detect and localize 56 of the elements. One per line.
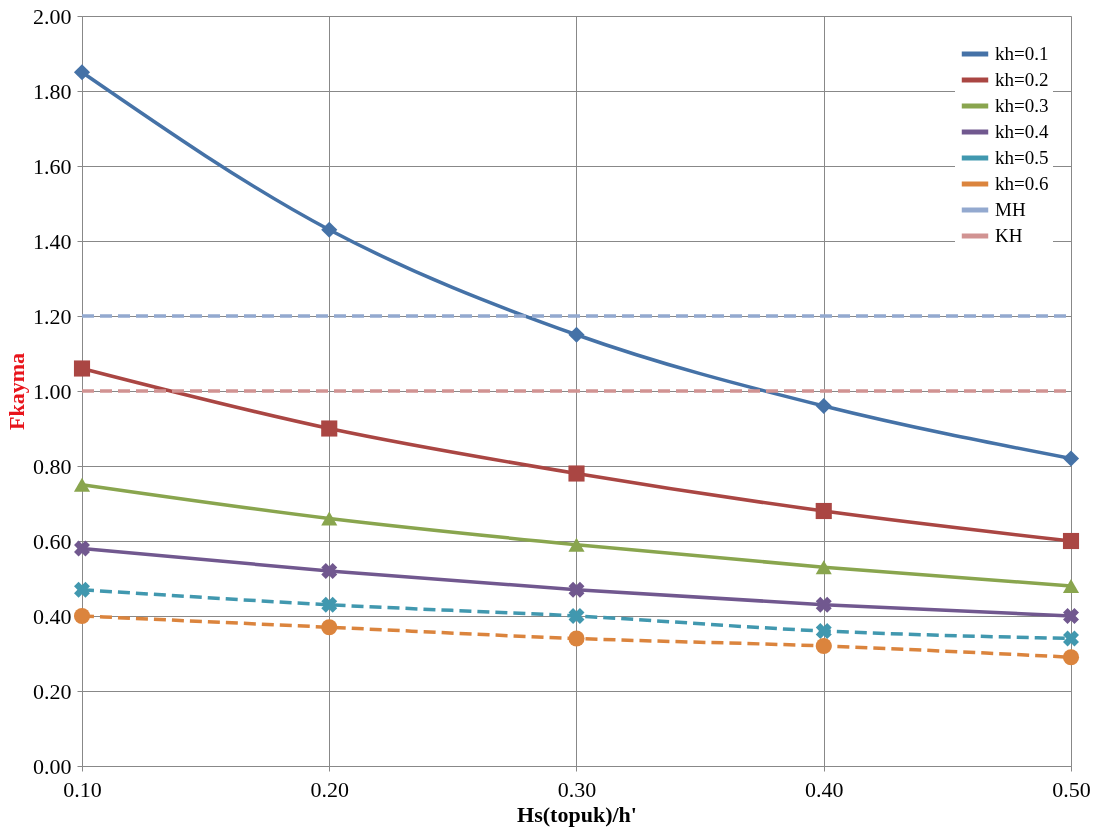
point: [1062, 450, 1080, 467]
point: [815, 502, 832, 520]
legend-label: kh=0.3: [995, 95, 1049, 116]
point: [1062, 532, 1080, 550]
point: [568, 608, 585, 624]
x-tick-label: 0.40: [805, 776, 844, 802]
point: [74, 540, 90, 557]
y-tick-label: 1.80: [33, 78, 72, 104]
x-tick-label: 0.50: [1052, 776, 1091, 802]
y-tick-label: 1.20: [33, 303, 72, 329]
y-tick-label: 1.00: [33, 378, 72, 404]
point: [815, 560, 832, 575]
point: [568, 630, 585, 647]
point: [1063, 630, 1079, 647]
point: [74, 581, 90, 598]
point: [321, 420, 338, 437]
y-tick-label: 0.00: [33, 753, 72, 779]
point: [321, 511, 338, 526]
point: [73, 64, 91, 81]
y-tick-label: 0.40: [33, 603, 72, 629]
point: [568, 581, 585, 598]
legend-label: kh=0.6: [995, 173, 1049, 194]
point: [321, 563, 338, 579]
point: [1062, 579, 1080, 593]
point: [568, 326, 585, 343]
y-tick-label: 1.40: [33, 228, 72, 254]
legend-label: kh=0.5: [995, 147, 1049, 168]
point: [815, 623, 832, 639]
point: [568, 465, 585, 482]
point: [815, 397, 832, 415]
legend-label: MH: [995, 199, 1026, 220]
x-tick-label: 0.20: [310, 776, 349, 802]
point: [321, 221, 338, 238]
point: [815, 637, 832, 655]
point: [815, 596, 832, 613]
x-axis-title: Hs(topuk)/h': [517, 801, 637, 827]
point: [1062, 649, 1080, 666]
legend-label: kh=0.4: [995, 121, 1049, 142]
point: [1063, 608, 1079, 624]
x-tick-label: 0.10: [63, 776, 102, 802]
legend-label: KH: [995, 225, 1023, 246]
y-tick-label: 2.00: [33, 3, 72, 29]
y-tick-label: 1.60: [33, 153, 72, 179]
point: [73, 360, 91, 377]
y-tick-label: 0.60: [33, 528, 72, 554]
point: [73, 477, 91, 492]
legend-label: kh=0.2: [995, 69, 1049, 90]
y-axis-title: Fkayma: [4, 353, 29, 430]
y-tick-label: 0.20: [33, 678, 72, 704]
point: [321, 596, 338, 613]
x-tick-label: 0.30: [557, 776, 597, 802]
legend-label: kh=0.1: [995, 43, 1049, 64]
point: [321, 619, 338, 636]
y-tick-label: 0.80: [33, 453, 72, 479]
point: [568, 537, 585, 552]
point: [73, 607, 91, 625]
